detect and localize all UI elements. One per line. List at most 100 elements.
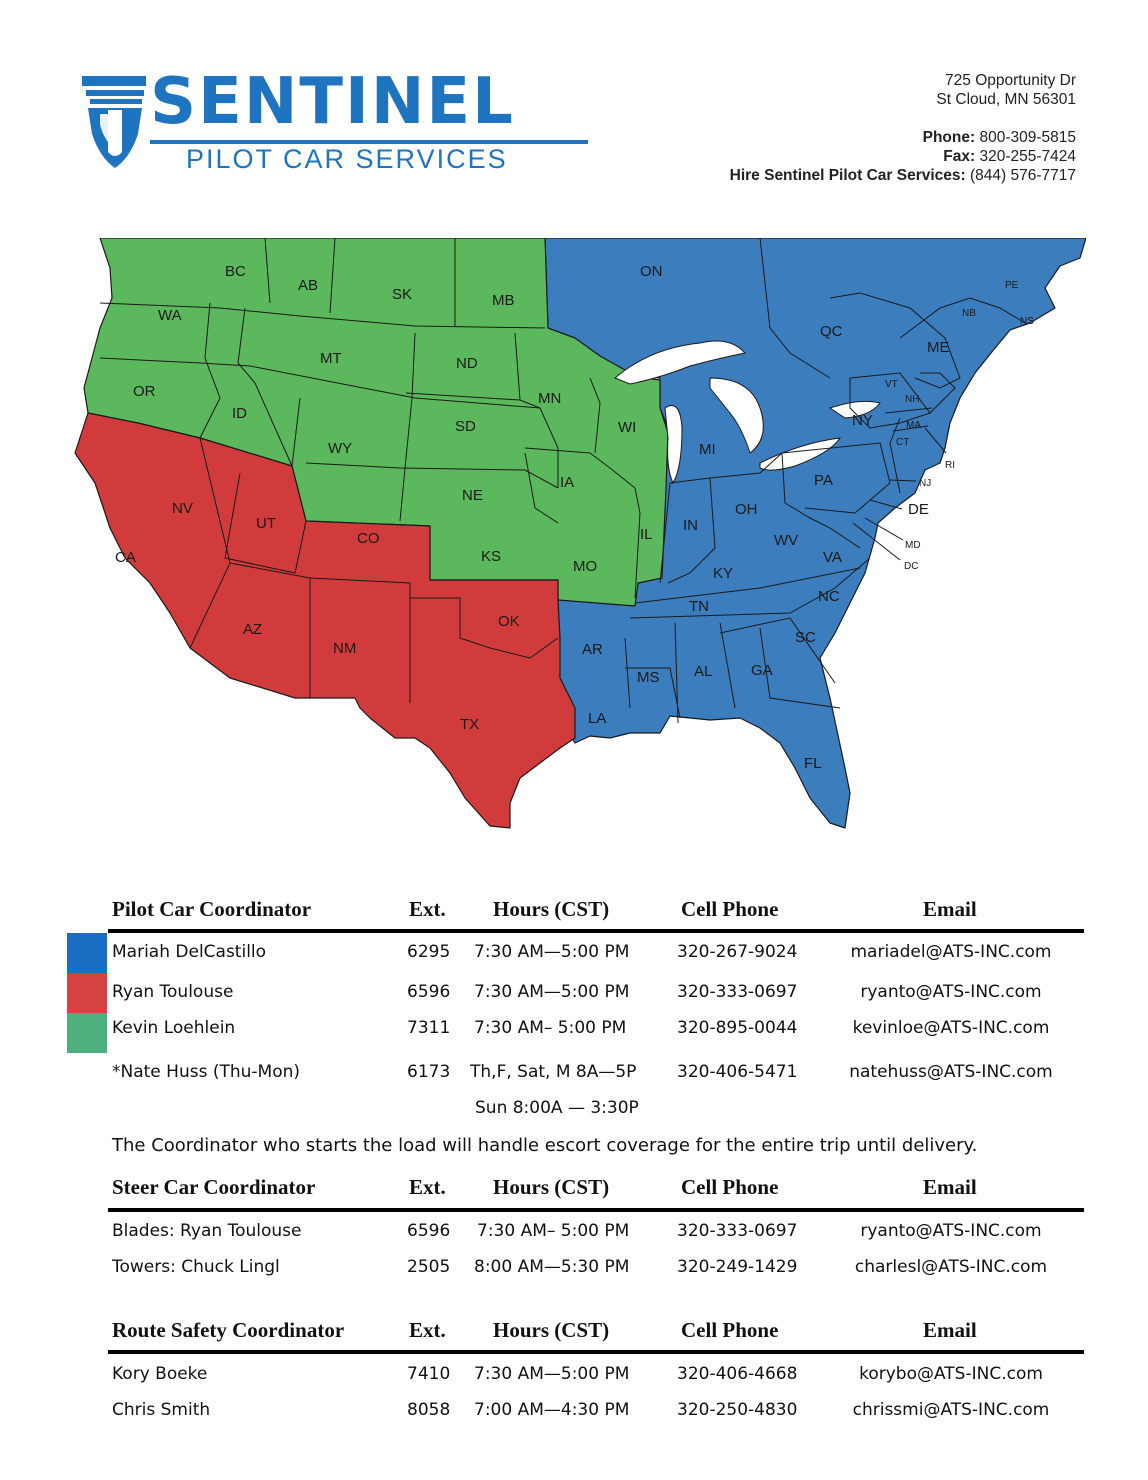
- label-WY: WY: [328, 440, 352, 457]
- coordinator-name: Towers: Chuck Lingl: [112, 1257, 280, 1277]
- email-link[interactable]: natehuss@ATS-INC.com: [849, 1062, 1053, 1082]
- phone-number[interactable]: 800-309-5815: [979, 129, 1076, 146]
- label-AR: AR: [582, 641, 603, 658]
- label-FL: FL: [804, 755, 822, 772]
- cell-phone[interactable]: 320-267-9024: [677, 942, 798, 962]
- cell-phone[interactable]: 320-406-5471: [677, 1062, 798, 1082]
- lake-huron: [709, 377, 764, 454]
- extension: 6173: [407, 1062, 451, 1082]
- coordinator-name: Mariah DelCastillo: [112, 942, 267, 962]
- email-link[interactable]: chrissmi@ATS-INC.com: [852, 1400, 1050, 1420]
- label-IA: IA: [560, 474, 574, 491]
- swatch-red: [67, 973, 107, 1013]
- company-logo: SENTINEL PILOT CAR SERVICES: [80, 66, 600, 182]
- label-NJ: NJ: [919, 478, 931, 489]
- hire-phone[interactable]: (844) 576-7717: [970, 167, 1076, 184]
- hours: 7:00 AM—4:30 PM: [474, 1400, 630, 1420]
- label-IN: IN: [683, 517, 698, 534]
- cell-phone[interactable]: 320-249-1429: [677, 1257, 798, 1277]
- steer-header-hours: Hours (CST): [493, 1175, 610, 1199]
- extension: 8058: [407, 1400, 451, 1420]
- cell-phone[interactable]: 320-333-0697: [677, 982, 798, 1002]
- label-SK: SK: [392, 286, 412, 303]
- cell-phone[interactable]: 320-406-4668: [677, 1364, 798, 1384]
- extension: 2505: [407, 1257, 451, 1277]
- coordinator-name: Kory Boeke: [112, 1364, 208, 1384]
- label-MI: MI: [699, 441, 716, 458]
- label-PE: PE: [1005, 280, 1019, 291]
- email-link[interactable]: kevinloe@ATS-INC.com: [852, 1018, 1050, 1038]
- email-link[interactable]: ryanto@ATS-INC.com: [860, 982, 1042, 1002]
- address-line-1: 725 Opportunity Dr: [945, 72, 1076, 89]
- hours: 7:30 AM—5:00 PM: [474, 942, 630, 962]
- cell-phone[interactable]: 320-895-0044: [677, 1018, 798, 1038]
- label-NB: NB: [962, 308, 976, 319]
- state-borders: [99, 238, 1026, 724]
- hours-sunday: Sun 8:00A — 3:30P: [475, 1098, 639, 1118]
- label-NY: NY: [852, 412, 873, 429]
- cell-phone[interactable]: 320-333-0697: [677, 1221, 798, 1241]
- label-CT: CT: [896, 437, 909, 448]
- label-ND: ND: [456, 355, 478, 372]
- label-AL: AL: [694, 663, 712, 680]
- label-MA: MA: [906, 420, 921, 431]
- label-MN: MN: [538, 390, 561, 407]
- coordinator-name: Blades: Ryan Toulouse: [112, 1221, 302, 1241]
- label-OH: OH: [735, 501, 758, 518]
- route-header-name: Route Safety Coordinator: [112, 1318, 345, 1342]
- lake-ontario: [828, 400, 881, 419]
- label-WV: WV: [774, 532, 798, 549]
- email-link[interactable]: ryanto@ATS-INC.com: [860, 1221, 1042, 1241]
- fax-label: Fax:: [943, 148, 976, 165]
- email-link[interactable]: mariadel@ATS-INC.com: [850, 942, 1052, 962]
- label-AZ: AZ: [243, 621, 262, 638]
- label-SC: SC: [795, 629, 816, 646]
- company-tagline: PILOT CAR SERVICES: [186, 144, 508, 174]
- route-header-ext: Ext.: [409, 1318, 446, 1342]
- route-header-email: Email: [923, 1318, 977, 1342]
- phone-label: Phone:: [922, 129, 976, 146]
- label-TX: TX: [460, 716, 479, 733]
- route-header-hours: Hours (CST): [493, 1318, 610, 1342]
- label-NC: NC: [818, 588, 840, 605]
- label-PA: PA: [814, 472, 833, 489]
- steer-header-ext: Ext.: [409, 1175, 446, 1199]
- label-SD: SD: [455, 418, 476, 435]
- email-link[interactable]: charlesl@ATS-INC.com: [854, 1257, 1048, 1277]
- label-ID: ID: [232, 405, 247, 422]
- lake-superior: [614, 340, 746, 385]
- cell-phone[interactable]: 320-250-4830: [677, 1400, 798, 1420]
- route-header-rule: [108, 1350, 1084, 1354]
- coordinator-name: Chris Smith: [112, 1400, 211, 1420]
- email-link[interactable]: korybo@ATS-INC.com: [859, 1364, 1043, 1384]
- label-DC: DC: [904, 561, 918, 572]
- pilot-header-hours: Hours (CST): [493, 897, 610, 921]
- label-WI: WI: [618, 419, 636, 436]
- steer-header-cell: Cell Phone: [681, 1175, 779, 1199]
- company-name: SENTINEL: [150, 65, 515, 139]
- steer-header-email: Email: [923, 1175, 977, 1199]
- lake-erie: [759, 437, 842, 471]
- label-MT: MT: [320, 350, 342, 367]
- label-GA: GA: [751, 662, 773, 679]
- hours: 7:30 AM– 5:00 PM: [477, 1221, 630, 1241]
- coordinator-name: Ryan Toulouse: [112, 982, 234, 1002]
- label-NM: NM: [333, 640, 356, 657]
- coverage-map: BC AB SK MB ON QC PE NB NS WA OR CA NV I…: [74, 238, 1086, 829]
- extension: 6596: [407, 982, 451, 1002]
- label-VA: VA: [823, 549, 842, 566]
- label-WA: WA: [158, 307, 182, 324]
- label-MB: MB: [492, 292, 515, 309]
- pilot-header-cell: Cell Phone: [681, 897, 779, 921]
- lake-michigan: [664, 405, 683, 485]
- callout-lines: [852, 427, 947, 561]
- label-AB: AB: [298, 277, 318, 294]
- label-OR: OR: [133, 383, 156, 400]
- label-OK: OK: [498, 613, 520, 630]
- steer-header-rule: [108, 1208, 1084, 1212]
- pilot-header-rule: [108, 929, 1084, 933]
- coordinator-name: *Nate Huss (Thu-Mon): [112, 1062, 301, 1082]
- label-ME: ME: [927, 339, 950, 356]
- map-labels: BC AB SK MB ON QC PE NB NS WA OR CA NV I…: [115, 263, 1034, 772]
- swatch-blue: [67, 933, 107, 973]
